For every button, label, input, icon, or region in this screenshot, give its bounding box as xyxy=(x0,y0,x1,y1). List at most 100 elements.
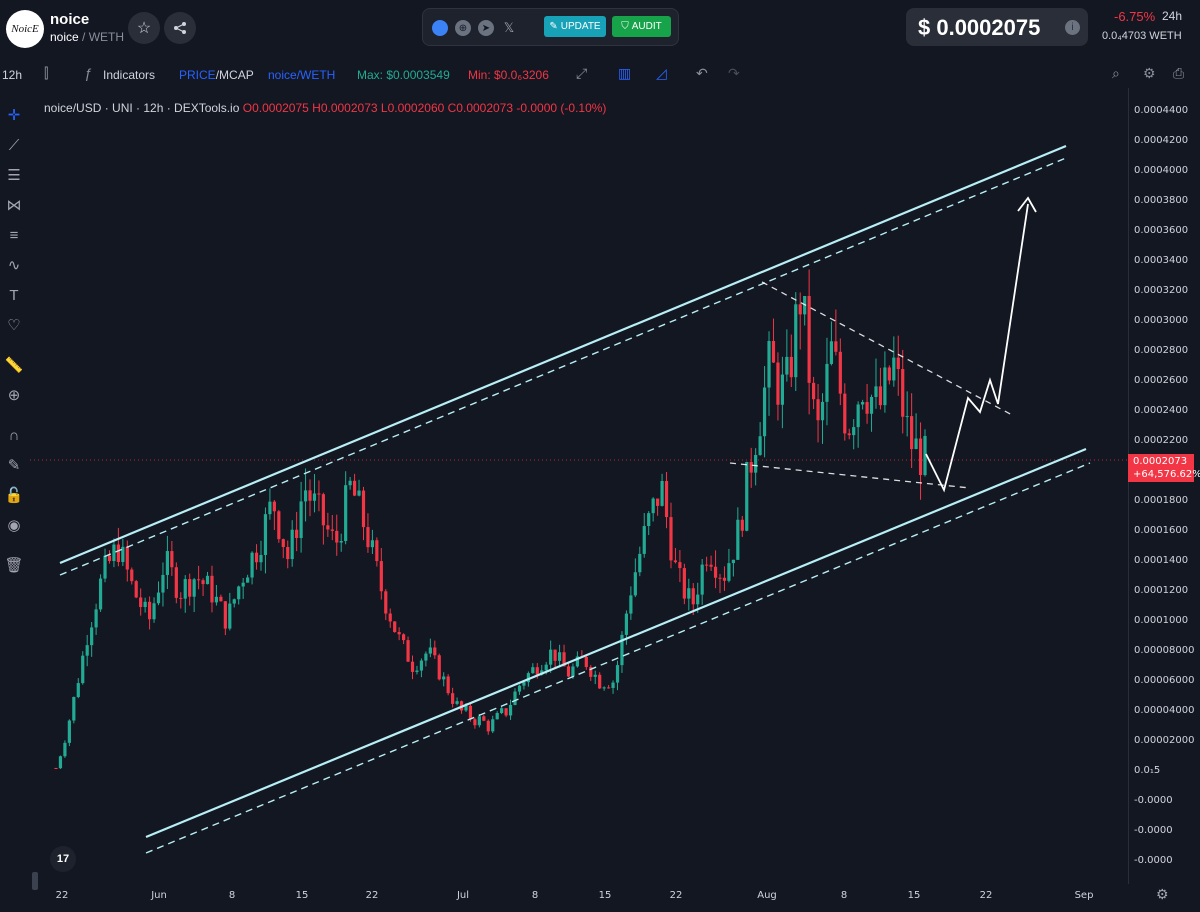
candle-body xyxy=(647,513,651,527)
heart-icon[interactable]: ♡ xyxy=(7,317,21,334)
candle-body xyxy=(887,367,891,381)
candle-body xyxy=(691,588,695,605)
candle-body xyxy=(736,519,740,560)
candle-body xyxy=(829,341,834,364)
candle-body xyxy=(237,586,241,600)
shield-check-icon: ⛉ xyxy=(621,21,629,32)
x-tick-label: 22 xyxy=(55,890,69,901)
candle-body xyxy=(606,687,611,689)
eye-icon[interactable]: ◉ xyxy=(7,517,21,534)
share-button[interactable] xyxy=(164,12,196,44)
tradingview-logo[interactable]: 17 xyxy=(50,846,76,872)
function-icon[interactable]: ƒ xyxy=(84,65,92,81)
axis-settings-icon[interactable]: ⚙ xyxy=(1156,886,1169,902)
candle-body xyxy=(250,552,254,578)
telegram-icon[interactable]: ➤ xyxy=(478,20,494,36)
candle-body xyxy=(94,609,98,628)
pitchfork-icon[interactable]: ⋈ xyxy=(6,197,22,214)
pair-toggle[interactable]: noice/WETH xyxy=(268,68,336,82)
candle-body xyxy=(406,640,410,662)
candle-body xyxy=(696,594,700,605)
price-mcap-toggle[interactable]: PRICE/MCAP xyxy=(179,68,254,82)
fullscreen-icon[interactable]: ⤢ xyxy=(576,65,588,81)
horizontal-lines-icon[interactable]: ☰ xyxy=(7,167,21,184)
candle-body xyxy=(861,402,865,405)
candle-body xyxy=(384,591,388,614)
candle-body xyxy=(116,544,120,562)
candle-body xyxy=(277,511,281,540)
camera-icon[interactable]: ⎙ xyxy=(1173,65,1185,81)
candle-body xyxy=(352,480,357,496)
trendline-icon[interactable]: ⟋ xyxy=(8,136,20,154)
candle-body xyxy=(428,647,432,654)
token-name: noice xyxy=(50,11,90,28)
price-chart[interactable] xyxy=(0,88,1128,884)
lock-drawing-icon[interactable]: ✎ xyxy=(7,457,21,474)
search-settings-icon[interactable]: ⌕ xyxy=(1112,65,1120,81)
candle-body xyxy=(232,599,236,604)
lock-icon[interactable]: 🔓 xyxy=(4,487,24,504)
header-bar: NoicE noice noice / WETH ☆ ⊕ ➤ 𝕏 ✎ UPDATE… xyxy=(0,0,1200,58)
chain-icon[interactable] xyxy=(432,20,448,36)
redo-icon[interactable]: ↷ xyxy=(728,65,740,81)
trash-icon[interactable]: 🗑 xyxy=(4,557,24,574)
candle-body xyxy=(816,399,820,421)
x-tick-label: Aug xyxy=(757,890,777,901)
candle-body xyxy=(281,539,285,548)
indicators-button[interactable]: Indicators xyxy=(103,68,156,82)
price-box: $ 0.0002075 i xyxy=(906,8,1088,46)
weth-price: 0.0₄4703 WETH xyxy=(1102,30,1182,42)
interval-selector[interactable]: 12h xyxy=(2,68,23,82)
candle-body xyxy=(344,485,348,542)
pattern-icon[interactable]: ∿ xyxy=(7,257,21,274)
last-price-tag: 0.0002073 +64,576.62% xyxy=(1128,454,1200,482)
candle-body xyxy=(486,720,490,732)
candle-body xyxy=(811,382,816,400)
candle-body xyxy=(491,719,495,732)
favorite-star-button[interactable]: ☆ xyxy=(128,12,160,44)
text-icon[interactable]: T xyxy=(9,286,19,304)
candle-body xyxy=(205,575,210,585)
candle-body xyxy=(820,401,825,421)
triangle-upper-line xyxy=(761,281,1015,417)
undo-icon[interactable]: ↶ xyxy=(696,65,708,81)
candle-body xyxy=(308,490,312,501)
audit-button[interactable]: ⛉ AUDIT xyxy=(612,16,671,37)
y-tick-label: 0.00002000 xyxy=(1134,735,1195,746)
candle-body xyxy=(615,665,620,683)
candle-body xyxy=(664,481,669,518)
update-button[interactable]: ✎ UPDATE xyxy=(544,16,606,37)
info-icon[interactable]: i xyxy=(1065,20,1080,35)
channel-upper-line xyxy=(59,144,1067,565)
x-tick-label: 22 xyxy=(979,890,993,901)
candle-body xyxy=(562,652,566,667)
globe-icon[interactable]: ⊕ xyxy=(455,20,471,36)
crosshair-icon[interactable]: ✛ xyxy=(7,107,21,124)
ruler-icon[interactable]: 📏 xyxy=(4,357,24,374)
candle-body xyxy=(90,627,94,646)
line-chart-icon[interactable]: ◿ xyxy=(656,65,667,81)
candle-body xyxy=(54,768,58,769)
y-tick-label: 0.00006000 xyxy=(1134,675,1195,686)
candle-body xyxy=(134,581,138,598)
candle-type-icon[interactable]: ⫿ xyxy=(44,65,49,81)
candle-body xyxy=(722,577,727,581)
candle-body xyxy=(286,547,290,560)
magnet-icon[interactable]: ∩ xyxy=(8,426,20,444)
candle-body xyxy=(357,490,361,496)
x-icon[interactable]: 𝕏 xyxy=(503,20,515,35)
gear-icon[interactable]: ⚙ xyxy=(1143,65,1156,81)
candle-body xyxy=(397,632,401,635)
bar-chart-icon[interactable]: ▥ xyxy=(618,65,632,81)
scroll-handle[interactable] xyxy=(32,872,38,890)
chart-legend: noice/USD · UNI · 12h · DEXTools.io O0.0… xyxy=(44,101,606,115)
zoom-in-icon[interactable]: ⊕ xyxy=(7,387,21,404)
candle-body xyxy=(553,649,557,661)
candle-body xyxy=(709,564,713,567)
candle-body xyxy=(241,582,245,587)
x-tick-label: 15 xyxy=(598,890,612,901)
candle-body xyxy=(63,742,67,757)
candle-body xyxy=(901,369,905,417)
fib-icon[interactable]: ≡ xyxy=(9,226,19,244)
candle-body xyxy=(121,546,125,562)
